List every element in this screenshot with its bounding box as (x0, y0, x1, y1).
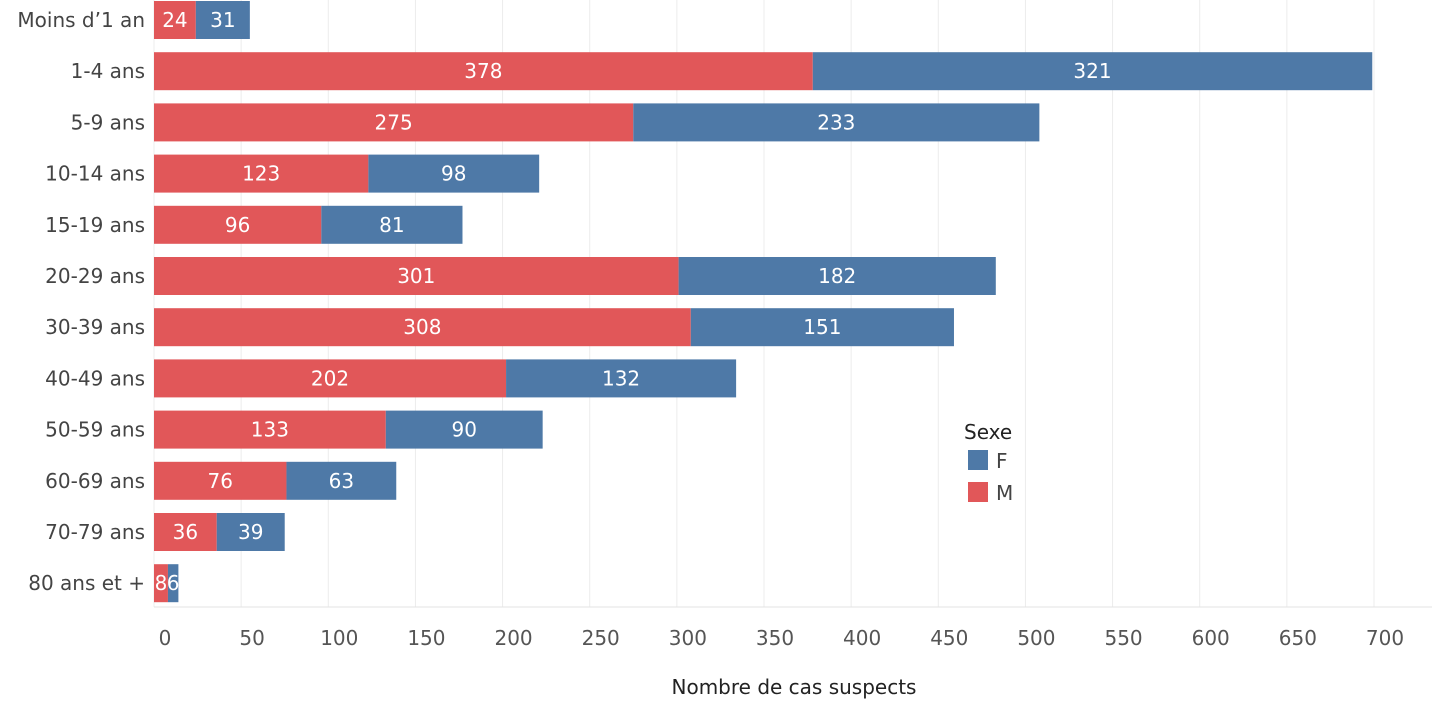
bar-f-40-49-ans (506, 359, 737, 398)
category-label-moins-d-1-an: Moins d’1 an (17, 8, 145, 32)
bar-value-label: 31 (210, 8, 235, 32)
legend-swatch-m (968, 482, 988, 502)
x-axis-title: Nombre de cas suspects (672, 675, 917, 699)
bar-value-label: 63 (329, 469, 354, 493)
x-axis-ticks: 0 50 100 150 200 250 300 350 400 450 500 550 600 650 7… (159, 626, 1404, 650)
bar-value-label: 24 (162, 8, 187, 32)
bar-f-60-69-ans (286, 461, 397, 500)
bar-m-60-69-ans (154, 461, 287, 500)
x-tick-label: 350 (756, 626, 794, 650)
bar-m-1-4-ans (154, 52, 813, 91)
category-label-50-59-ans: 50-59 ans (45, 418, 145, 442)
category-label-60-69-ans: 60-69 ans (45, 469, 145, 493)
bar-value-label: 8 (155, 571, 168, 595)
bar-m-10-14-ans (154, 154, 369, 193)
bar-m-15-19-ans (154, 205, 322, 244)
x-tick-label: 600 (1192, 626, 1230, 650)
x-tick-label: 450 (930, 626, 968, 650)
bar-value-label: 308 (403, 315, 441, 339)
bar-m-40-49-ans (154, 359, 507, 398)
bar-f-10-14-ans (368, 154, 540, 193)
legend-label-f: F (996, 449, 1008, 473)
category-label-40-49-ans: 40-49 ans (45, 366, 145, 390)
bar-f-30-39-ans (690, 308, 954, 347)
bar-f-70-79-ans (216, 513, 285, 551)
x-tick-label: 50 (239, 626, 264, 650)
x-tick-label: 300 (669, 626, 707, 650)
x-tick-label: 550 (1104, 626, 1142, 650)
bar-f-15-19-ans (321, 205, 463, 244)
bar-value-label: 182 (818, 264, 856, 288)
x-tick-label: 100 (320, 626, 358, 650)
bar-value-label: 6 (167, 571, 180, 595)
bar-value-label: 36 (173, 520, 198, 544)
legend: Sexe F M (964, 420, 1013, 505)
x-tick-label: 150 (407, 626, 445, 650)
bar-f-1-4-ans (812, 52, 1373, 91)
bar-m-5-9-ans (154, 103, 634, 142)
bar-f-20-29-ans (678, 257, 996, 295)
bar-f-5-9-ans (633, 103, 1040, 142)
x-tick-label: 250 (582, 626, 620, 650)
x-tick-label: 650 (1279, 626, 1317, 650)
bar-value-label: 90 (452, 418, 477, 442)
bar-value-label: 202 (311, 366, 349, 390)
x-tick-label: 700 (1366, 626, 1404, 650)
bar-value-label: 321 (1073, 59, 1111, 83)
bar-f-80-ans-et (167, 564, 179, 603)
bar-value-label: 151 (803, 315, 841, 339)
bar-value-label: 98 (441, 162, 466, 186)
legend-swatch-f (968, 450, 988, 470)
category-labels: Moins d’1 an 1-4 ans 5-9 ans 10-14 ans 15-19… (17, 8, 145, 595)
bar-value-label: 275 (375, 110, 413, 134)
category-label-20-29-ans: 20-29 ans (45, 264, 145, 288)
bar-value-label: 132 (602, 366, 640, 390)
legend-label-m: M (996, 481, 1013, 505)
category-label-80-ans-et: 80 ans et + (28, 571, 145, 595)
legend-title: Sexe (964, 420, 1012, 444)
bar-m-20-29-ans (154, 257, 679, 295)
bar-m-70-79-ans (154, 513, 217, 551)
category-label-5-9-ans: 5-9 ans (71, 110, 145, 134)
category-label-15-19-ans: 15-19 ans (45, 213, 145, 237)
bar-m-80-ans-et (154, 564, 168, 603)
category-label-70-79-ans: 70-79 ans (45, 520, 145, 544)
bar-value-label: 301 (397, 264, 435, 288)
x-tick-label: 200 (494, 626, 532, 650)
bar-f-moins-d-1-an (195, 1, 250, 39)
bar-m-50-59-ans (154, 410, 386, 449)
x-tick-label: 400 (843, 626, 881, 650)
category-label-30-39-ans: 30-39 ans (45, 315, 145, 339)
bar-f-50-59-ans (385, 410, 543, 449)
x-tick-label: 500 (1017, 626, 1055, 650)
bar-value-label: 76 (208, 469, 233, 493)
bar-value-label: 233 (817, 110, 855, 134)
grid-lines (153, 0, 1375, 607)
bar-value-label: 133 (251, 418, 289, 442)
bar-m-30-39-ans (154, 308, 691, 347)
category-label-1-4-ans: 1-4 ans (71, 59, 145, 83)
bar-value-label: 81 (379, 213, 404, 237)
bar-value-label: 96 (225, 213, 250, 237)
bar-value-label: 39 (238, 520, 263, 544)
category-label-10-14-ans: 10-14 ans (45, 162, 145, 186)
x-tick-label: 0 (159, 626, 172, 650)
bar-value-label: 378 (464, 59, 502, 83)
bars-group: 24 31 378 321 275 233 123 98 96 81 301 182 308 151 202… (154, 1, 1373, 603)
bar-value-label: 123 (242, 162, 280, 186)
bar-m-moins-d-1-an (154, 1, 196, 39)
